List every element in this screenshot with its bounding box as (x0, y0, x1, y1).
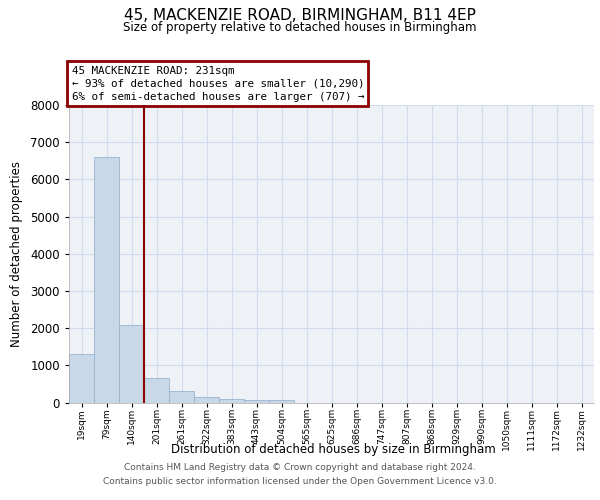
Text: Contains public sector information licensed under the Open Government Licence v3: Contains public sector information licen… (103, 477, 497, 486)
Bar (69, 354, 94, 403)
Text: Size of property relative to detached houses in Birmingham: Size of property relative to detached ho… (123, 21, 477, 34)
Bar (94, 157, 119, 402)
Bar (269, 400, 294, 402)
Text: 45, MACKENZIE ROAD, BIRMINGHAM, B11 4EP: 45, MACKENZIE ROAD, BIRMINGHAM, B11 4EP (124, 8, 476, 22)
Bar (219, 399, 244, 402)
Text: Contains HM Land Registry data © Crown copyright and database right 2024.: Contains HM Land Registry data © Crown c… (124, 464, 476, 472)
Bar (144, 378, 169, 402)
Bar (194, 398, 219, 402)
Bar (119, 325, 144, 402)
Bar (169, 392, 194, 402)
Y-axis label: Number of detached properties: Number of detached properties (10, 161, 23, 347)
Bar (244, 400, 269, 402)
Text: Distribution of detached houses by size in Birmingham: Distribution of detached houses by size … (170, 442, 496, 456)
Text: 45 MACKENZIE ROAD: 231sqm
← 93% of detached houses are smaller (10,290)
6% of se: 45 MACKENZIE ROAD: 231sqm ← 93% of detac… (71, 66, 364, 102)
